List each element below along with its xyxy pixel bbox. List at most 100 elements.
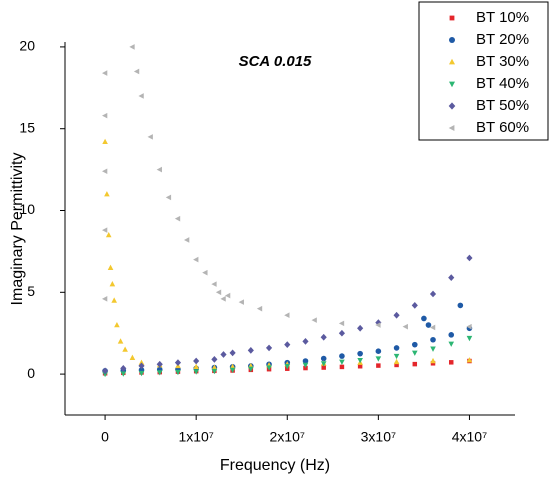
data-point <box>303 365 308 371</box>
data-point <box>466 323 472 330</box>
legend-marker <box>449 58 455 65</box>
legend-marker <box>448 102 456 110</box>
data-point <box>193 363 199 369</box>
data-point <box>320 361 327 367</box>
data-point <box>129 44 135 50</box>
data-point <box>156 360 163 368</box>
data-point <box>193 369 199 375</box>
data-point <box>411 302 418 309</box>
data-point <box>102 168 108 175</box>
data-point <box>156 166 162 173</box>
data-point <box>183 237 190 243</box>
data-point <box>102 112 108 119</box>
data-point <box>193 357 200 365</box>
data-point <box>220 351 227 358</box>
data-point <box>138 93 144 99</box>
data-point <box>448 360 454 365</box>
y-tick-label: 20 <box>19 38 35 54</box>
x-tick-label: 0 <box>101 429 109 445</box>
data-point <box>357 324 364 332</box>
data-point <box>357 350 363 357</box>
data-point <box>430 361 436 366</box>
data-point <box>229 363 236 369</box>
data-point <box>321 365 326 370</box>
data-point <box>156 370 163 376</box>
data-point <box>302 362 309 369</box>
data-point <box>430 336 436 343</box>
data-point <box>107 264 114 271</box>
data-point <box>339 359 345 365</box>
data-point <box>220 296 226 302</box>
legend-marker <box>449 15 455 21</box>
legend-label: BT 30% <box>476 53 529 70</box>
data-point <box>102 367 109 375</box>
data-point <box>320 355 327 362</box>
data-point <box>102 70 108 76</box>
data-point <box>394 362 399 368</box>
data-point <box>114 321 120 328</box>
data-point <box>211 281 217 287</box>
data-point <box>266 365 272 371</box>
data-point <box>147 134 153 140</box>
x-tick-label: 1x10⁷ <box>178 429 213 445</box>
data-point <box>102 296 108 302</box>
chart-title: SCA 0.015 <box>239 53 312 70</box>
data-point <box>429 290 437 298</box>
data-point <box>375 348 382 354</box>
legend-marker <box>449 37 455 43</box>
legend-label: BT 40% <box>476 75 529 92</box>
y-tick-label: 5 <box>27 283 35 299</box>
data-point <box>302 358 309 364</box>
data-point <box>248 366 254 372</box>
data-point <box>133 68 140 75</box>
data-point <box>466 357 473 363</box>
data-point <box>466 254 473 262</box>
data-point <box>138 370 145 377</box>
legend-marker <box>449 81 455 88</box>
data-point <box>402 323 408 330</box>
data-point <box>376 363 381 368</box>
y-tick-label: 10 <box>19 201 35 217</box>
data-point <box>393 358 400 365</box>
data-point <box>311 317 317 323</box>
legend-box <box>418 1 549 141</box>
data-point <box>105 231 112 238</box>
y-tick-label: 15 <box>19 119 35 135</box>
data-point <box>120 371 127 377</box>
data-point <box>284 312 290 319</box>
data-point <box>193 256 199 263</box>
legend-marker <box>448 125 455 131</box>
data-point <box>393 311 400 319</box>
data-point <box>466 335 473 342</box>
data-point <box>339 353 345 359</box>
data-point <box>229 367 236 374</box>
x-tick-label: 2x10⁷ <box>270 429 305 445</box>
data-point <box>202 269 208 276</box>
data-point <box>109 281 116 287</box>
legend-label: BT 10% <box>476 9 529 26</box>
data-point <box>165 194 172 201</box>
data-point <box>284 341 291 349</box>
data-point <box>430 346 436 352</box>
data-point <box>122 346 128 352</box>
legend-label: BT 60% <box>476 119 529 136</box>
data-point <box>375 322 381 328</box>
data-point <box>430 357 436 364</box>
data-point <box>375 356 382 362</box>
data-point <box>247 347 254 354</box>
data-point <box>448 341 455 347</box>
x-axis-label: Frequency (Hz) <box>220 457 330 474</box>
data-point <box>102 227 108 233</box>
data-point <box>457 302 464 309</box>
data-point <box>320 333 327 341</box>
data-point <box>412 361 418 367</box>
data-point <box>211 368 218 375</box>
data-point <box>429 324 436 331</box>
data-point <box>302 338 309 345</box>
data-point <box>256 305 263 312</box>
data-point <box>284 364 291 370</box>
data-point <box>411 341 418 348</box>
data-point <box>215 289 222 296</box>
data-point <box>104 191 110 197</box>
data-point <box>425 322 432 328</box>
